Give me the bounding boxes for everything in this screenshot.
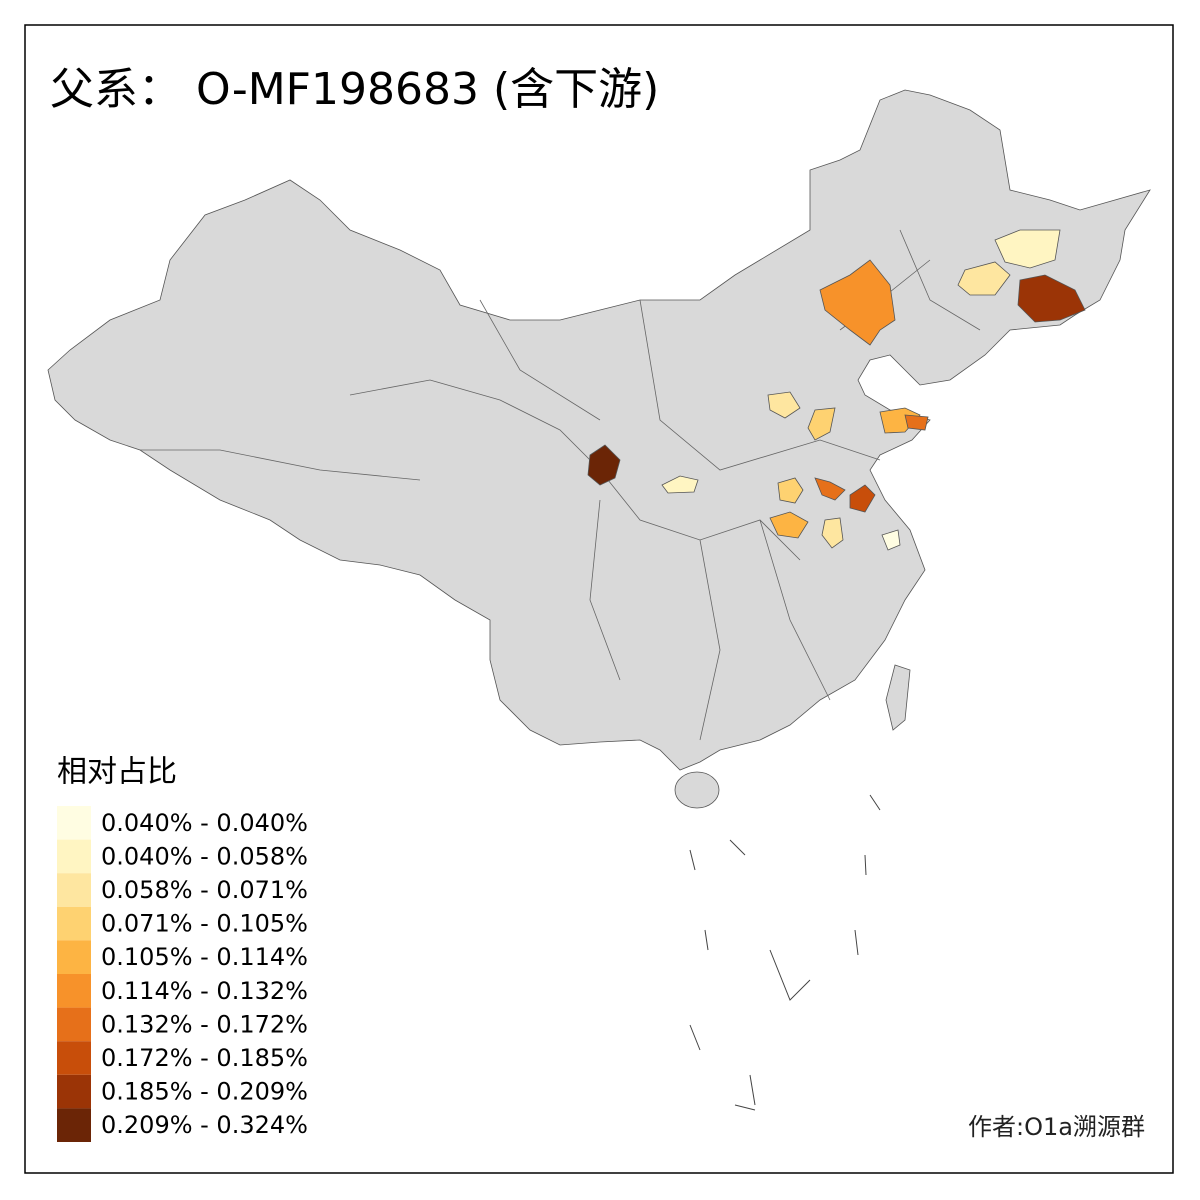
legend-label: 0.209% - 0.324% [101, 1111, 308, 1139]
legend-label: 0.040% - 0.040% [101, 809, 308, 837]
region [1017, 274, 1086, 323]
legend-label: 0.040% - 0.058% [101, 842, 308, 870]
legend-swatch [57, 1074, 91, 1109]
region [821, 517, 844, 549]
highlighted-regions [587, 229, 1086, 551]
legend-swatch [57, 940, 91, 974]
legend-swatch [57, 806, 91, 840]
hainan [674, 771, 720, 809]
region [777, 477, 804, 504]
legend-label: 0.185% - 0.209% [101, 1078, 308, 1106]
region [587, 444, 621, 486]
region [957, 261, 1011, 296]
country-outline [47, 89, 1151, 771]
legend: 0.040% - 0.040% 0.040% - 0.058% 0.058% - 0… [57, 806, 308, 1142]
legend-swatch [57, 1041, 91, 1075]
legend-label: 0.105% - 0.114% [101, 943, 308, 971]
region [819, 259, 896, 346]
legend-swatch [57, 906, 91, 941]
region [849, 484, 876, 513]
region [807, 407, 836, 441]
legend-label: 0.114% - 0.132% [101, 977, 308, 1005]
legend-swatch [57, 1108, 91, 1142]
legend-label: 0.132% - 0.172% [101, 1010, 308, 1038]
region [904, 414, 929, 431]
region [994, 229, 1061, 269]
map-title: 父系： O-MF198683 (含下游) [50, 64, 659, 115]
legend-label: 0.071% - 0.105% [101, 910, 308, 938]
legend-title: 相对占比 [57, 755, 177, 790]
legend-swatch [57, 873, 91, 907]
islands [689, 794, 881, 1111]
region [769, 511, 809, 539]
legend-label: 0.172% - 0.185% [101, 1044, 308, 1072]
region [661, 475, 699, 494]
legend-label: 0.058% - 0.071% [101, 876, 308, 904]
legend-swatch [57, 1007, 91, 1042]
region [881, 529, 901, 551]
legend-swatch [57, 974, 91, 1008]
legend-swatch [57, 839, 91, 874]
region [767, 391, 801, 419]
taiwan [885, 664, 911, 731]
region [814, 477, 846, 501]
credit: 作者:O1a溯源群 [968, 1113, 1145, 1141]
